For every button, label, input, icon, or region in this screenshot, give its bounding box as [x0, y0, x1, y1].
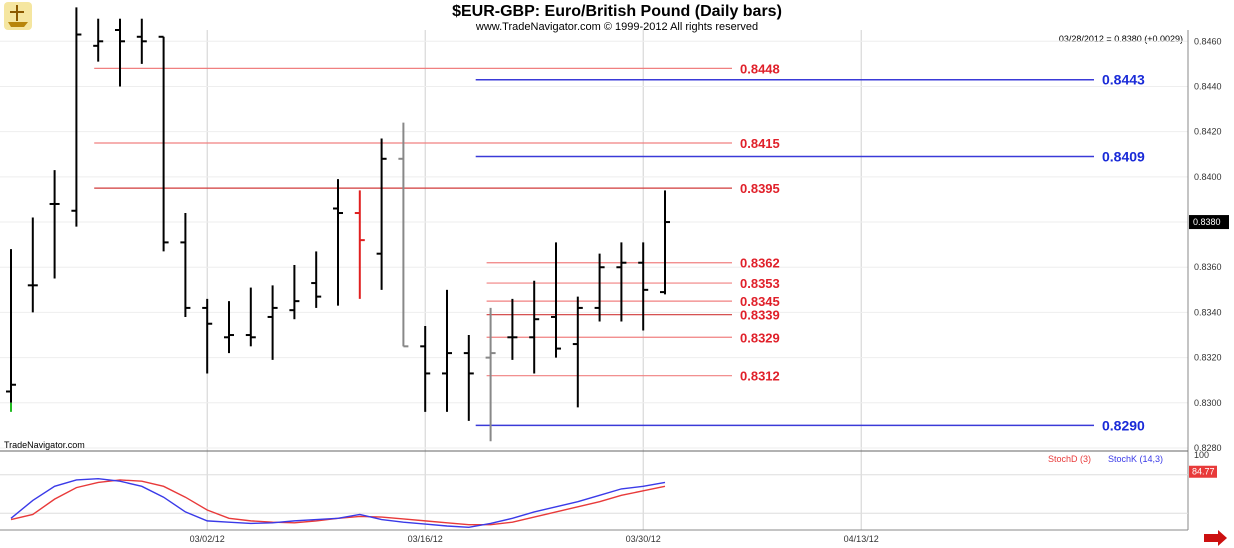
price-tick-label: 0.8460 — [1194, 36, 1222, 46]
stoch-last-box — [1189, 465, 1217, 478]
level-label: 0.8339 — [740, 308, 780, 323]
date-tick-label: 03/30/12 — [626, 534, 661, 544]
ohlc-bar — [49, 170, 60, 279]
support-resistance-levels: 0.84480.84150.83950.83620.83530.83450.83… — [94, 61, 1145, 433]
ohlc-bar — [202, 298, 213, 374]
level-label: 0.8409 — [1102, 149, 1145, 165]
ohlc-bar — [115, 18, 125, 87]
level-label: 0.8448 — [740, 61, 780, 76]
last-price-box — [1189, 215, 1229, 230]
ohlc-bar — [398, 122, 409, 348]
date-tick-label: 04/13/12 — [844, 534, 879, 544]
legend-stochd: StochD (3) — [1048, 454, 1091, 464]
ohlc-bar — [660, 190, 670, 295]
ohlc-bar — [333, 179, 343, 306]
ohlc-bar — [638, 242, 649, 331]
quote-readout: 03/28/2012 = 0.8380 (+0.0029) — [1059, 34, 1183, 44]
price-bars — [6, 7, 670, 442]
ohlc-bar — [442, 289, 452, 412]
ohlc-bar — [354, 190, 365, 299]
chart-title: $EUR-GBP: Euro/British Pound (Daily bars… — [452, 3, 782, 20]
price-tick-label: 0.8400 — [1194, 172, 1222, 182]
price-tick-label: 0.8420 — [1194, 127, 1222, 137]
ohlc-bar — [267, 285, 278, 360]
ohlc-bar — [551, 242, 561, 358]
date-tick-label: 03/02/12 — [190, 534, 225, 544]
ohlc-bar — [311, 251, 322, 308]
ohlc-bar — [93, 18, 104, 62]
ohlc-bar — [289, 264, 300, 320]
price-tick-label: 0.8440 — [1194, 81, 1222, 91]
level-label: 0.8443 — [1102, 72, 1145, 88]
price-tick-label: 0.8300 — [1194, 398, 1222, 408]
price-tick-label: 0.8320 — [1194, 353, 1222, 363]
last-price-label: 0.8380 — [1193, 217, 1221, 227]
trade-navigator-ship-icon[interactable] — [4, 2, 32, 30]
level-label: 0.8415 — [740, 136, 780, 151]
ohlc-bar — [485, 307, 496, 442]
ohlc-bar — [594, 253, 605, 322]
ohlc-bar — [158, 35, 169, 252]
ohlc-bar — [245, 287, 256, 347]
ohlc-bar — [71, 7, 82, 227]
ohlc-bar — [224, 301, 234, 354]
ohlc-bar — [6, 249, 16, 403]
date-tick-label: 03/16/12 — [408, 534, 443, 544]
ohlc-bar — [463, 335, 474, 421]
ohlc-bar — [507, 298, 518, 360]
ohlc-bar — [180, 213, 191, 317]
level-label: 0.8312 — [740, 369, 780, 384]
ohlc-bar — [27, 217, 38, 313]
level-label: 0.8395 — [740, 181, 780, 196]
ohlc-bar — [616, 242, 627, 322]
stochastic-pane: 100 84.77 — [0, 450, 1217, 528]
price-tick-label: 0.8360 — [1194, 262, 1222, 272]
scroll-right-arrow-icon[interactable] — [1204, 530, 1227, 546]
legend-stochk: StochK (14,3) — [1108, 454, 1163, 464]
date-axis: 03/02/12 03/16/12 03/30/12 04/13/12 — [0, 529, 1188, 544]
ohlc-bar — [136, 18, 147, 64]
chart-subtitle: www.TradeNavigator.com © 1999-2012 All r… — [475, 21, 758, 33]
watermark: TradeNavigator.com — [4, 440, 85, 450]
ohlc-bar — [376, 138, 387, 290]
ohlc-bar — [420, 325, 431, 412]
stochastic-legend: StochD (3) StochK (14,3) — [1048, 454, 1163, 464]
stoch-tick-label: 100 — [1194, 450, 1209, 460]
price-tick-label: 0.8280 — [1194, 443, 1222, 453]
level-label: 0.8345 — [740, 294, 780, 309]
level-label: 0.8353 — [740, 276, 780, 291]
level-label: 0.8290 — [1102, 417, 1145, 433]
level-label: 0.8362 — [740, 256, 780, 271]
price-tick-label: 0.8340 — [1194, 307, 1222, 317]
ohlc-bar — [572, 296, 583, 408]
stoch-last-label: 84.77 — [1192, 467, 1215, 477]
level-label: 0.8329 — [740, 330, 780, 345]
stoch-series-line — [10, 477, 666, 528]
ohlc-bar — [529, 280, 540, 374]
price-axis: 0.8460 0.8440 0.8420 0.8400 0.8380 0.8360 0.83… — [1187, 30, 1229, 530]
grid — [0, 30, 1188, 530]
